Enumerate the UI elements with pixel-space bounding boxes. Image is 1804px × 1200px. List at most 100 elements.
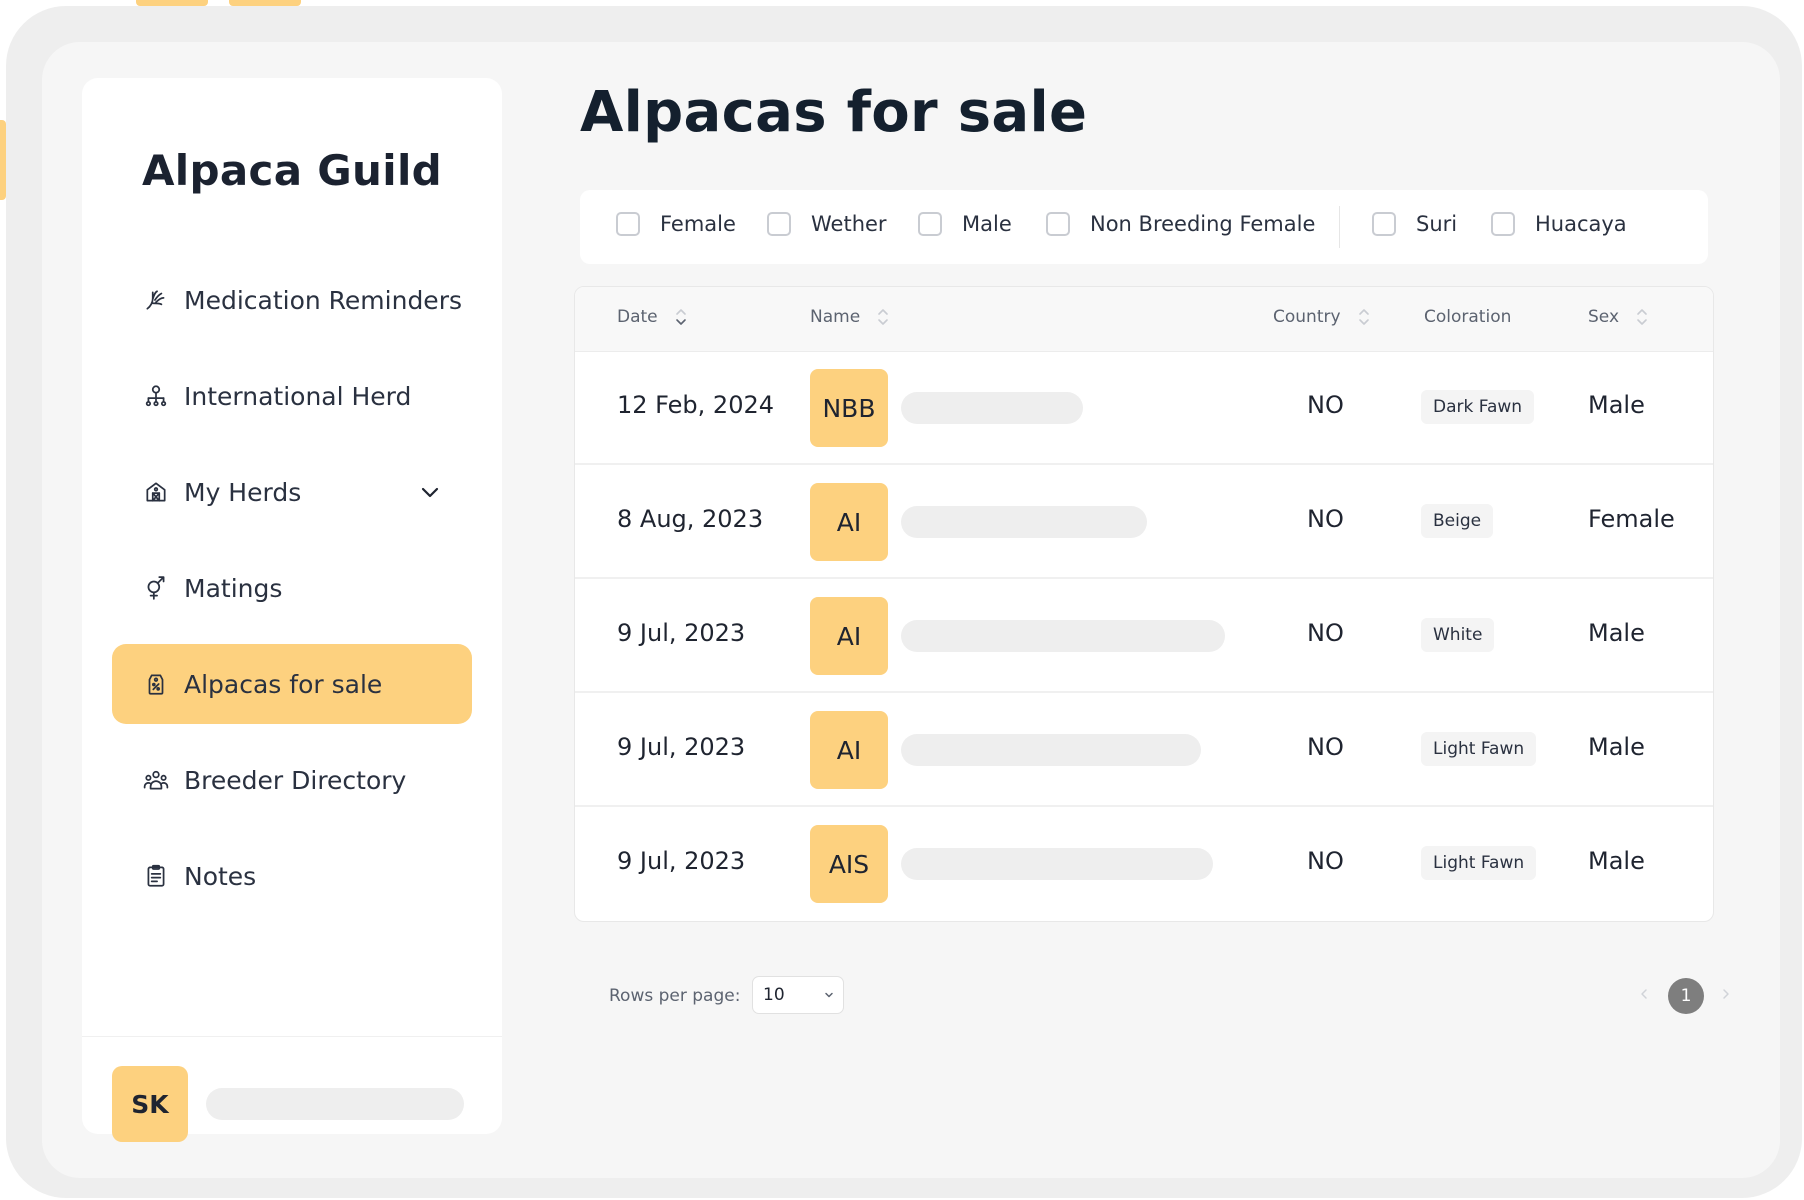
rows-per-page-value: 10	[763, 985, 785, 1005]
checkbox[interactable]	[1372, 212, 1396, 236]
rows-per-page-select[interactable]: 10	[752, 976, 844, 1014]
name-badge: NBB	[810, 369, 888, 447]
chevron-left-icon[interactable]	[1636, 984, 1652, 1004]
sidebar-item-medication-reminders[interactable]: Medication Reminders	[112, 260, 472, 340]
country-cell: NO	[1307, 619, 1344, 647]
coloration-chip: Light Fawn	[1421, 732, 1537, 766]
hand-icon	[142, 286, 170, 314]
sort-desc-icon	[675, 309, 686, 325]
name-placeholder	[901, 506, 1147, 538]
sidebar: Alpaca Guild Medication Reminders Intern…	[82, 78, 502, 1142]
filter-male[interactable]: Male	[918, 212, 1012, 236]
checkbox[interactable]	[616, 212, 640, 236]
sidebar-item-matings[interactable]: Matings	[112, 548, 472, 628]
table-row[interactable]: 9 Jul, 2023 AIS NO Light Fawn Male	[575, 807, 1713, 921]
sidebar-item-alpacas-for-sale[interactable]: Alpacas for sale	[112, 644, 472, 724]
filter-label: Wether	[811, 212, 887, 236]
sidebar-item-notes[interactable]: Notes	[112, 836, 472, 916]
table-row[interactable]: 9 Jul, 2023 AI NO White Male	[575, 579, 1713, 693]
sort-icon	[1637, 309, 1647, 325]
date-cell: 12 Feb, 2024	[617, 391, 774, 419]
column-header-coloration: Coloration	[1424, 307, 1512, 327]
filter-label: Non Breeding Female	[1090, 212, 1316, 236]
country-cell: NO	[1307, 847, 1344, 875]
date-cell: 8 Aug, 2023	[617, 505, 764, 533]
name-placeholder	[901, 848, 1213, 880]
sidebar-item-breeder-directory[interactable]: Breeder Directory	[112, 740, 472, 820]
coloration-chip: Light Fawn	[1421, 846, 1537, 880]
sort-icon	[1358, 309, 1369, 325]
people-icon	[142, 766, 170, 794]
barn-icon	[142, 478, 170, 506]
checkbox[interactable]	[918, 212, 942, 236]
date-cell: 9 Jul, 2023	[617, 619, 746, 647]
table-header: Date Name Country Coloration Sex	[575, 287, 1713, 352]
sidebar-divider	[82, 1036, 502, 1037]
name-badge: AIS	[810, 825, 888, 903]
name-badge: AI	[810, 483, 888, 561]
column-header-name[interactable]: Name	[810, 307, 890, 327]
clipboard-icon	[142, 862, 170, 890]
name-badge: AI	[810, 597, 888, 675]
sidebar-item-label: Notes	[184, 861, 257, 891]
coloration-chip: Beige	[1421, 504, 1494, 538]
chevron-down-icon[interactable]	[418, 480, 442, 504]
filter-huacaya[interactable]: Huacaya	[1491, 212, 1627, 236]
filter-label: Huacaya	[1535, 212, 1627, 236]
sidebar-item-label: My Herds	[184, 477, 302, 507]
sidebar-item-my-herds[interactable]: My Herds	[112, 452, 472, 532]
name-badge: AI	[810, 711, 888, 789]
column-header-date[interactable]: Date	[617, 307, 688, 327]
column-header-sex[interactable]: Sex	[1588, 307, 1649, 327]
gender-icon	[142, 574, 170, 602]
filter-bar: Female Wether Male Non Breeding Female S…	[580, 190, 1708, 264]
country-cell: NO	[1307, 733, 1344, 761]
checkbox[interactable]	[1491, 212, 1515, 236]
avatar[interactable]: SK	[112, 1066, 188, 1142]
table-row[interactable]: 8 Aug, 2023 AI NO Beige Female	[575, 465, 1713, 579]
app-screen: Alpaca Guild Medication Reminders Intern…	[42, 42, 1780, 1178]
filter-female[interactable]: Female	[616, 212, 736, 236]
tag-icon	[142, 670, 170, 698]
filter-label: Suri	[1416, 212, 1458, 236]
country-cell: NO	[1307, 505, 1344, 533]
brand-title: Alpaca Guild	[142, 146, 442, 195]
alpacas-table: Date Name Country Coloration Sex	[574, 286, 1714, 922]
filter-wether[interactable]: Wether	[767, 212, 887, 236]
sidebar-item-label: International Herd	[184, 381, 412, 411]
sex-cell: Male	[1588, 391, 1645, 419]
device-frame: Alpaca Guild Medication Reminders Intern…	[6, 6, 1802, 1198]
sex-cell: Male	[1588, 619, 1645, 647]
checkbox[interactable]	[1046, 212, 1070, 236]
filter-non-breeding-female[interactable]: Non Breeding Female	[1046, 212, 1315, 236]
coloration-chip: White	[1421, 618, 1495, 652]
column-header-country[interactable]: Country	[1273, 307, 1371, 327]
checkbox[interactable]	[767, 212, 791, 236]
chevron-right-icon[interactable]	[1718, 984, 1734, 1004]
sex-cell: Male	[1588, 733, 1645, 761]
filter-label: Female	[660, 212, 736, 236]
date-cell: 9 Jul, 2023	[617, 733, 746, 761]
sidebar-item-label: Breeder Directory	[184, 765, 407, 795]
user-name-placeholder	[206, 1088, 464, 1120]
page-number-current[interactable]: 1	[1668, 978, 1704, 1014]
date-cell: 9 Jul, 2023	[617, 847, 746, 875]
chevron-down-icon	[825, 992, 833, 998]
top-tab-decoration	[136, 0, 208, 6]
sort-icon	[878, 309, 888, 325]
coloration-chip: Dark Fawn	[1421, 390, 1535, 424]
name-placeholder	[901, 392, 1083, 424]
network-icon	[142, 382, 170, 410]
name-placeholder	[901, 734, 1201, 766]
sex-cell: Female	[1588, 505, 1675, 533]
country-cell: NO	[1307, 391, 1344, 419]
page-title: Alpacas for sale	[580, 80, 1088, 145]
table-row[interactable]: 9 Jul, 2023 AI NO Light Fawn Male	[575, 693, 1713, 807]
filter-label: Male	[962, 212, 1012, 236]
sex-cell: Male	[1588, 847, 1645, 875]
filter-suri[interactable]: Suri	[1372, 212, 1457, 236]
table-row[interactable]: 12 Feb, 2024 NBB NO Dark Fawn Male	[575, 351, 1713, 465]
rows-per-page-label: Rows per page:	[609, 986, 741, 1006]
sidebar-item-label: Medication Reminders	[184, 285, 462, 315]
sidebar-item-international-herd[interactable]: International Herd	[112, 356, 472, 436]
